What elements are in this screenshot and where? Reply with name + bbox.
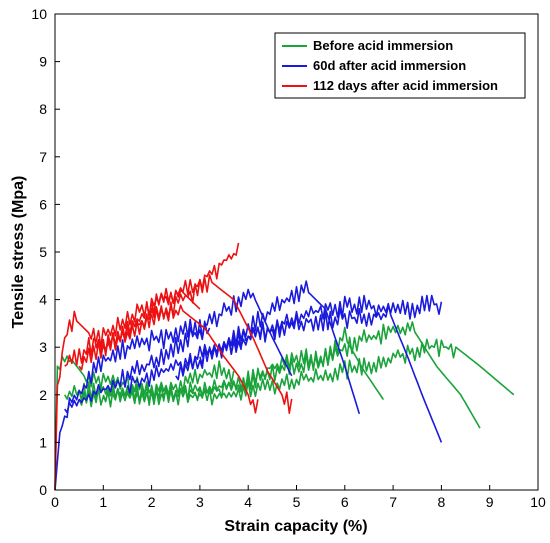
legend-label: Before acid immersion [313, 38, 453, 53]
y-tick-label: 2 [39, 387, 47, 403]
x-tick-label: 7 [389, 494, 397, 510]
series-2-curve-3 [102, 274, 293, 414]
series-1-curve-1 [64, 288, 293, 414]
x-tick-label: 9 [486, 494, 494, 510]
legend-box [274, 32, 526, 99]
series-0-curve-2 [78, 321, 481, 429]
y-tick-label: 0 [39, 482, 47, 498]
x-tick-label: 6 [341, 494, 349, 510]
x-tick-label: 3 [196, 494, 204, 510]
y-tick-label: 10 [31, 6, 47, 22]
y-tick-label: 9 [39, 54, 47, 70]
series-1-curve-0 [54, 318, 211, 491]
x-tick-label: 8 [438, 494, 446, 510]
x-tick-label: 5 [293, 494, 301, 510]
series-0-curve-0 [54, 355, 235, 491]
legend: Before acid immersion 60d after acid imme… [274, 32, 526, 99]
y-tick-label: 5 [39, 244, 47, 260]
series-2-curve-1 [64, 242, 240, 367]
x-tick-label: 2 [148, 494, 156, 510]
series-0-curve-3 [102, 338, 515, 406]
y-tick-label: 1 [39, 434, 47, 450]
y-axis-title: Tensile stress (Mpa) [10, 176, 27, 329]
x-axis-title: Strain capacity (%) [224, 518, 367, 535]
x-tick-label: 10 [530, 494, 546, 510]
series-1-curve-4 [199, 294, 443, 366]
legend-items: Before acid immersion 60d after acid imme… [282, 38, 498, 93]
y-tick-label: 3 [39, 339, 47, 355]
series-lines [54, 242, 515, 491]
y-tick-label: 7 [39, 149, 47, 165]
legend-label: 112 days after acid immersion [313, 78, 498, 93]
x-tick-label: 0 [51, 494, 59, 510]
x-tick-label: 1 [99, 494, 107, 510]
y-tick-label: 8 [39, 101, 47, 117]
axis-ticks: 0 1 2 3 4 5 6 7 8 9 10 0 1 2 3 4 5 6 7 8 9 10 [31, 6, 546, 510]
legend-label: 60d after acid immersion [313, 58, 466, 73]
y-tick-label: 4 [39, 292, 47, 308]
x-tick-label: 4 [244, 494, 252, 510]
y-tick-label: 6 [39, 196, 47, 212]
